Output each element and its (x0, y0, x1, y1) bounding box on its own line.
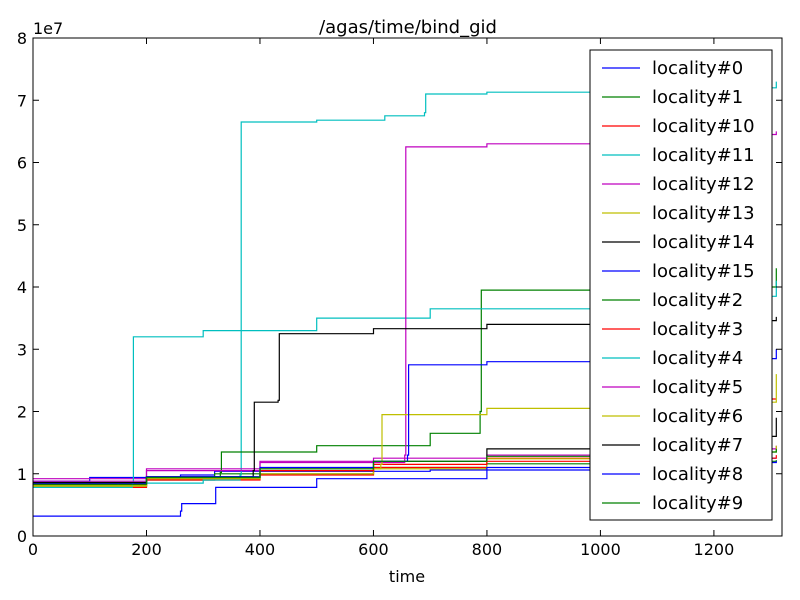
y-tick-label-3: 3 (17, 340, 27, 359)
x-tick-label-6: 1200 (694, 540, 735, 559)
x-tick-label-3: 600 (358, 540, 389, 559)
legend-box (589, 49, 773, 521)
ticks-layer: 0 200 400 600 800 1000 1200 0 1 2 3 4 5 6 7 8 (17, 29, 782, 559)
series-line-3 (33, 81, 777, 487)
legend-label-12: locality#6 (652, 406, 743, 427)
y-multiplier: 1e7 (33, 19, 63, 38)
y-tick-label-2: 2 (17, 403, 27, 422)
legend-label-0: locality#0 (652, 58, 743, 79)
x-tick-label-5: 1000 (580, 540, 621, 559)
legend-label-14: locality#8 (652, 464, 743, 485)
x-tick-label-2: 400 (245, 540, 276, 559)
legend-label-7: locality#15 (652, 261, 755, 282)
legend-label-1: locality#1 (652, 87, 743, 108)
legend-label-11: locality#5 (652, 377, 743, 398)
legend-label-13: locality#7 (652, 435, 743, 456)
legend-label-3: locality#11 (652, 145, 755, 166)
legend-label-4: locality#12 (652, 174, 755, 195)
y-tick-label-1: 1 (17, 465, 27, 484)
y-tick-label-4: 4 (17, 278, 27, 297)
legend-label-8: locality#2 (652, 290, 743, 311)
legend-label-9: locality#3 (652, 319, 743, 340)
legend-label-6: locality#14 (652, 232, 755, 253)
chart-title: /agas/time/bind_gid (319, 17, 497, 38)
legend: locality#0 locality#1 locality#10 locality#… (589, 49, 773, 521)
y-tick-label-0: 0 (17, 527, 27, 546)
y-tick-label-6: 6 (17, 154, 27, 173)
legend-label-2: locality#10 (652, 116, 755, 137)
y-tick-label-8: 8 (17, 29, 27, 48)
x-tick-label-0: 0 (28, 540, 38, 559)
legend-label-5: locality#13 (652, 203, 755, 224)
legend-label-15: locality#9 (652, 493, 743, 514)
x-tick-label-1: 200 (131, 540, 162, 559)
x-axis-label: time (389, 567, 425, 586)
y-tick-label-7: 7 (17, 91, 27, 110)
x-tick-label-4: 800 (472, 540, 503, 559)
y-tick-label-5: 5 (17, 216, 27, 235)
legend-label-10: locality#4 (652, 348, 743, 369)
